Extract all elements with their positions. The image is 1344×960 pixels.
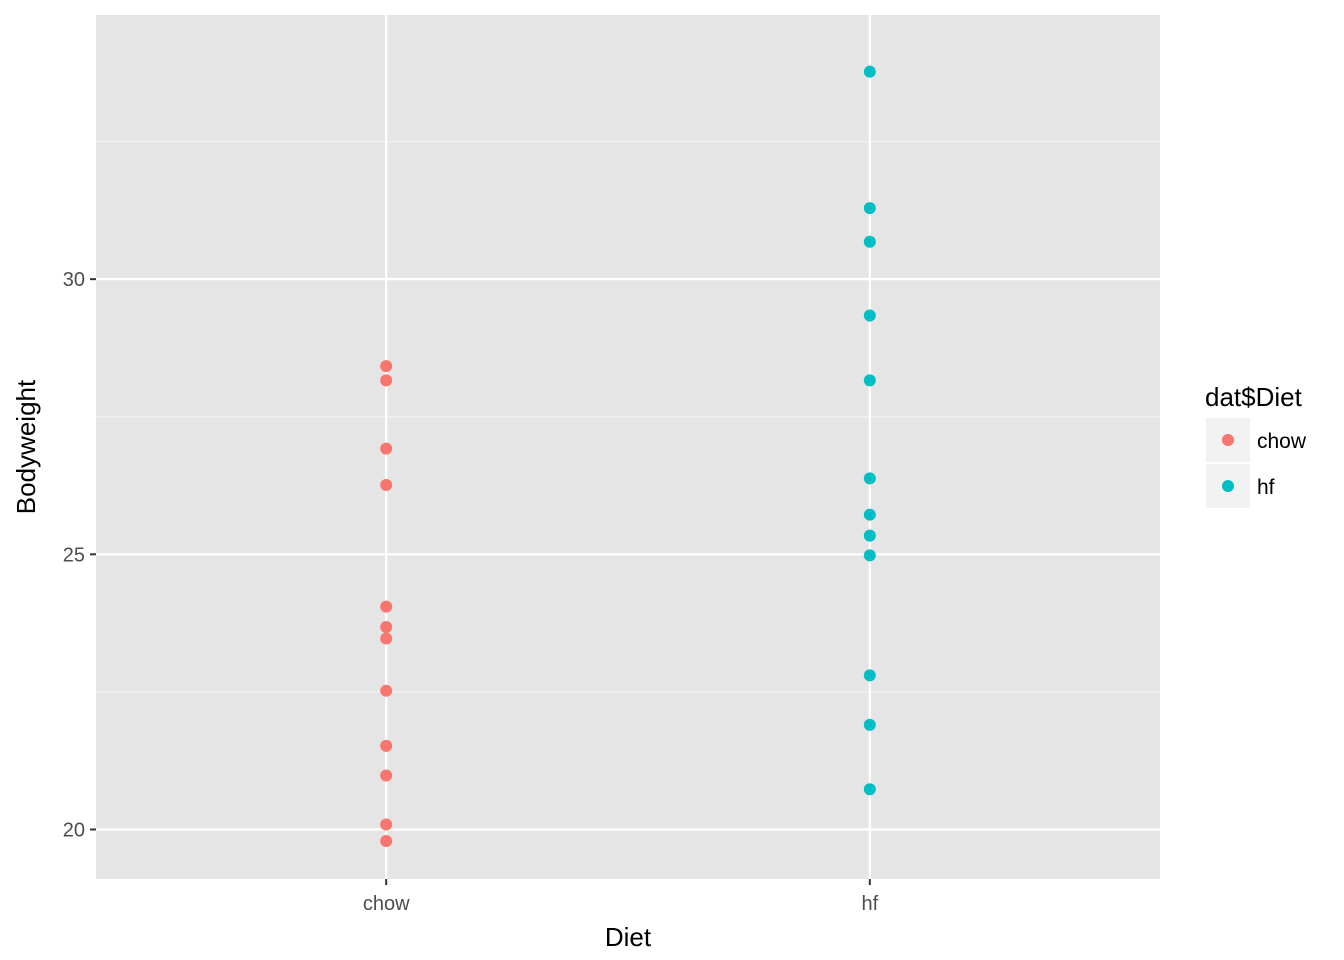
point-chow-4 (380, 600, 393, 613)
point-chow-8 (380, 739, 393, 752)
point-hf-3 (863, 309, 876, 322)
point-chow-0 (380, 360, 393, 373)
y-tick-label-0: 20 (63, 819, 85, 841)
point-chow-9 (380, 769, 393, 782)
point-chow-6 (380, 632, 393, 645)
point-hf-6 (863, 508, 876, 521)
x-axis: chow hf (363, 879, 879, 915)
x-axis-title: Diet (605, 922, 652, 952)
point-hf-5 (863, 472, 876, 485)
point-chow-3 (380, 478, 393, 491)
legend-label-chow: chow (1257, 430, 1307, 453)
legend-point-hf (1222, 480, 1234, 492)
point-chow-1 (380, 374, 393, 387)
point-chow-2 (380, 442, 393, 455)
point-hf-2 (863, 235, 876, 248)
point-hf-8 (863, 549, 876, 562)
point-chow-7 (380, 684, 393, 697)
point-hf-11 (863, 783, 876, 796)
plot-panel (96, 15, 1160, 879)
point-hf-10 (863, 718, 876, 731)
y-tick-label-1: 25 (63, 544, 85, 566)
y-axis-title: Bodyweight (11, 379, 41, 514)
point-hf-7 (863, 529, 876, 542)
point-hf-9 (863, 669, 876, 682)
y-tick-label-2: 30 (63, 269, 85, 291)
point-chow-5 (380, 620, 393, 633)
y-axis: 20 25 30 (63, 269, 96, 841)
point-hf-4 (863, 374, 876, 387)
legend-title: dat$Diet (1205, 382, 1303, 412)
legend: dat$Diet chow hf (1205, 382, 1307, 508)
point-chow-11 (380, 835, 393, 848)
point-chow-10 (380, 818, 393, 831)
legend-label-hf: hf (1257, 476, 1275, 499)
point-hf-1 (863, 202, 876, 215)
point-hf-0 (863, 65, 876, 78)
x-tick-label-hf: hf (861, 893, 878, 915)
legend-point-chow (1222, 434, 1234, 446)
minor-gridlines (96, 140, 1160, 693)
data-points (380, 65, 876, 848)
x-tick-label-chow: chow (363, 893, 410, 915)
